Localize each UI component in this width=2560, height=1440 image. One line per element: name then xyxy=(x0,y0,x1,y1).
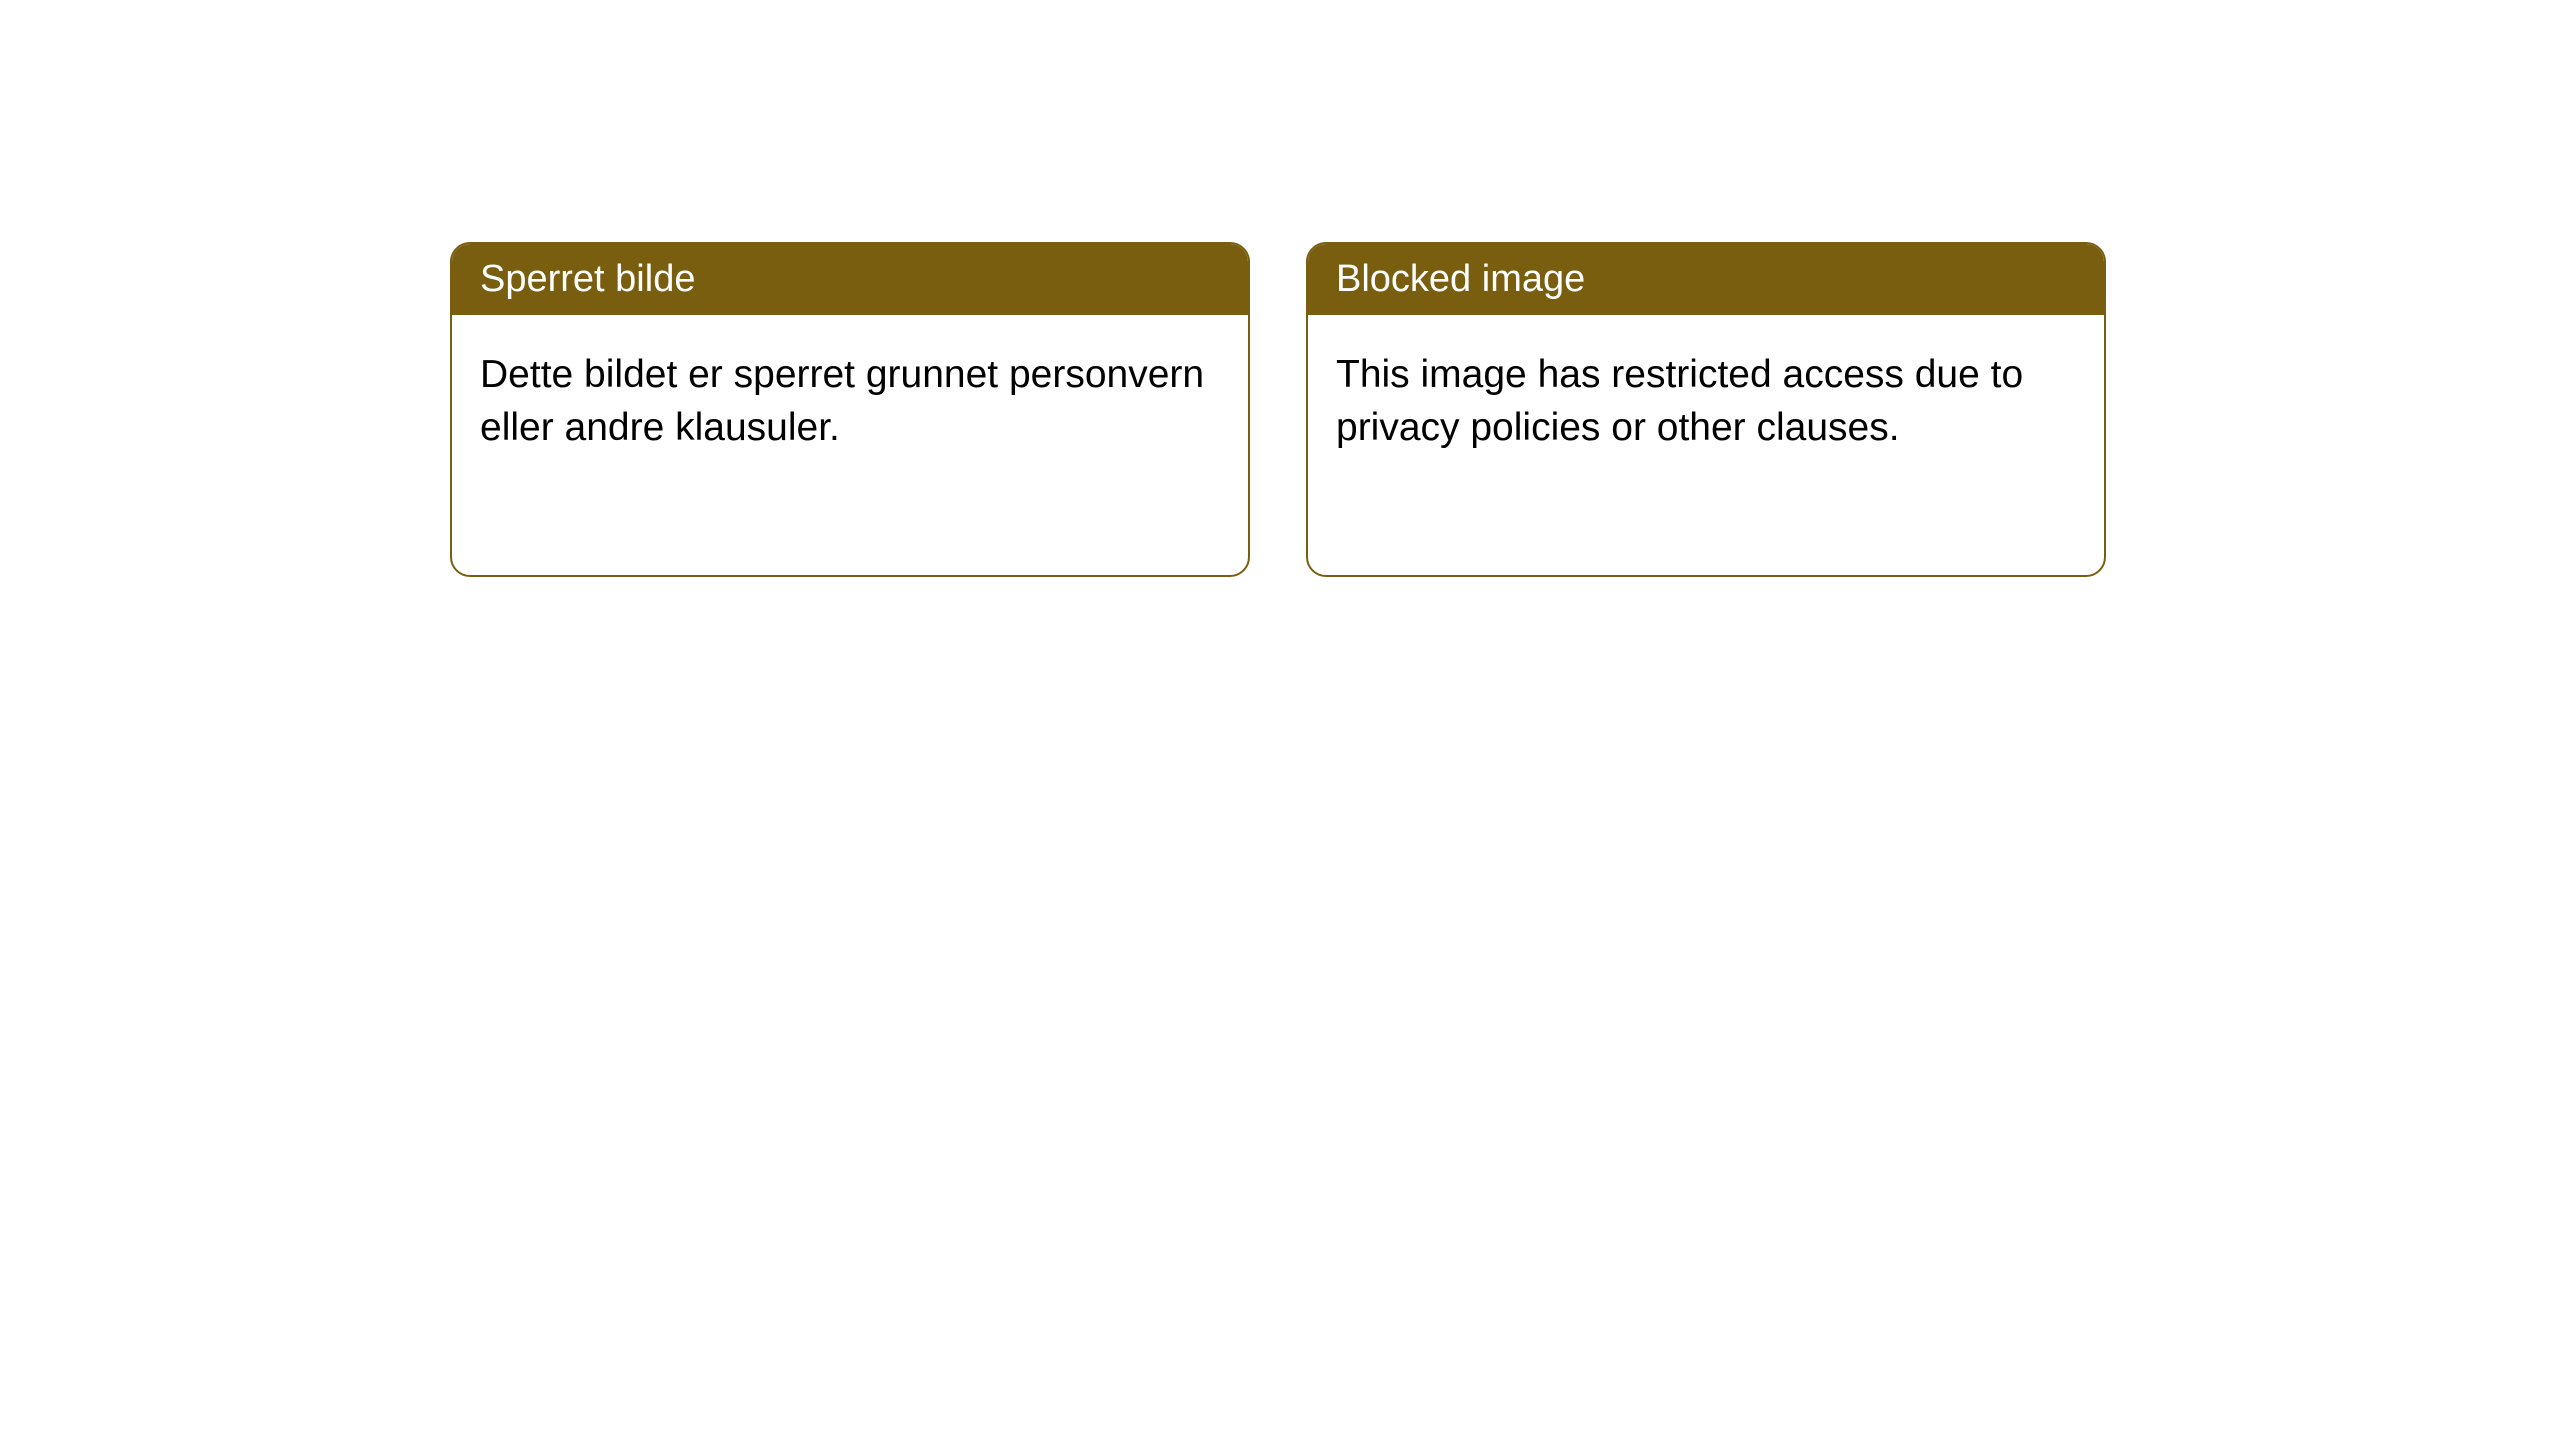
info-card-english: Blocked image This image has restricted … xyxy=(1306,242,2106,577)
info-cards-container: Sperret bilde Dette bildet er sperret gr… xyxy=(450,242,2106,577)
card-body: This image has restricted access due to … xyxy=(1308,315,2104,488)
card-body: Dette bildet er sperret grunnet personve… xyxy=(452,315,1248,488)
card-title: Sperret bilde xyxy=(480,258,695,300)
card-title: Blocked image xyxy=(1336,258,1585,300)
card-body-text: This image has restricted access due to … xyxy=(1336,353,2023,449)
info-card-norwegian: Sperret bilde Dette bildet er sperret gr… xyxy=(450,242,1250,577)
card-body-text: Dette bildet er sperret grunnet personve… xyxy=(480,353,1204,449)
card-header: Blocked image xyxy=(1308,244,2104,315)
card-header: Sperret bilde xyxy=(452,244,1248,315)
